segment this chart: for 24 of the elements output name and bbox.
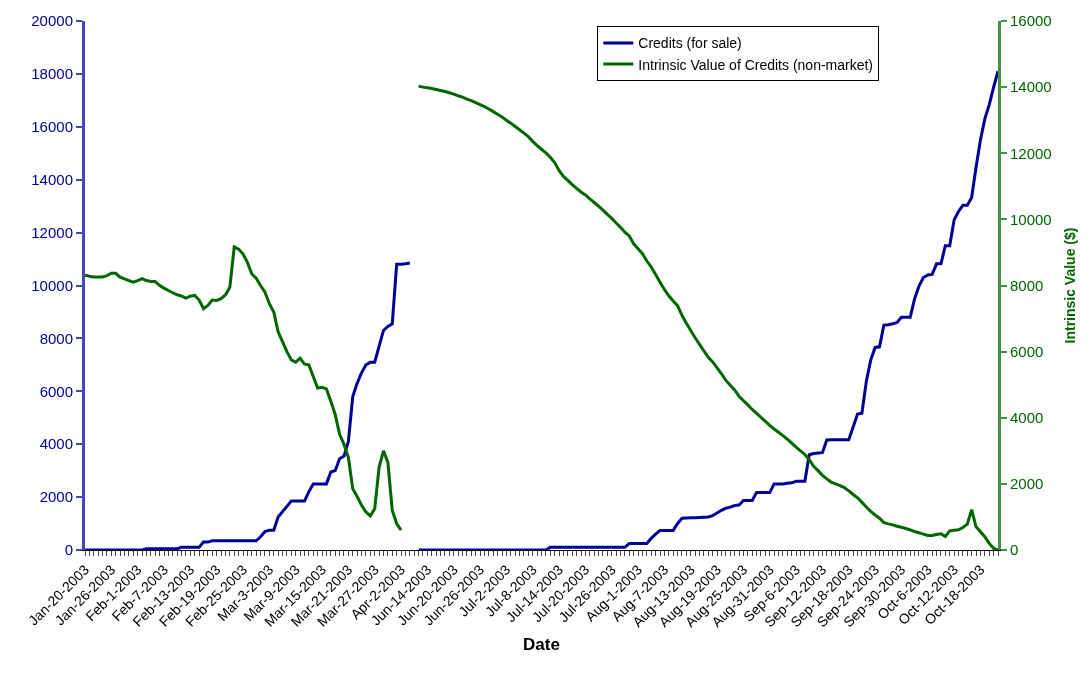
y2-tick-label: 0 (1010, 541, 1019, 559)
y-tick-label: 10000 (31, 276, 73, 294)
x-axis-title: Date (523, 634, 560, 654)
y-tick-label: 18000 (31, 65, 73, 83)
y2-tick-label: 12000 (1010, 144, 1052, 162)
y-tick-label: 14000 (31, 170, 73, 188)
y2-tick-label: 10000 (1010, 210, 1052, 228)
y-tick-label: 8000 (39, 329, 73, 347)
y-tick-label: 2000 (39, 488, 73, 506)
y2-tick-label: 8000 (1010, 276, 1044, 294)
y2-tick-label: 2000 (1010, 475, 1044, 493)
y2-tick-label: 16000 (1010, 12, 1052, 30)
legend-label: Credits (for sale) (638, 35, 742, 52)
y2-tick-label: 14000 (1010, 78, 1052, 96)
y2-tick-label: 4000 (1010, 409, 1044, 426)
y-tick-label: 20000 (31, 12, 73, 30)
y2-axis-title: Intrinsic Value ($) (1062, 227, 1079, 344)
legend-label: Intrinsic Value of Credits (non-market) (638, 56, 874, 73)
y-tick-label: 4000 (39, 435, 73, 453)
y-tick-label: 16000 (31, 118, 73, 136)
y-tick-label: 0 (64, 541, 73, 559)
y-tick-label: 6000 (39, 382, 73, 400)
y-tick-label: 12000 (31, 223, 73, 241)
y2-tick-label: 6000 (1010, 342, 1044, 360)
